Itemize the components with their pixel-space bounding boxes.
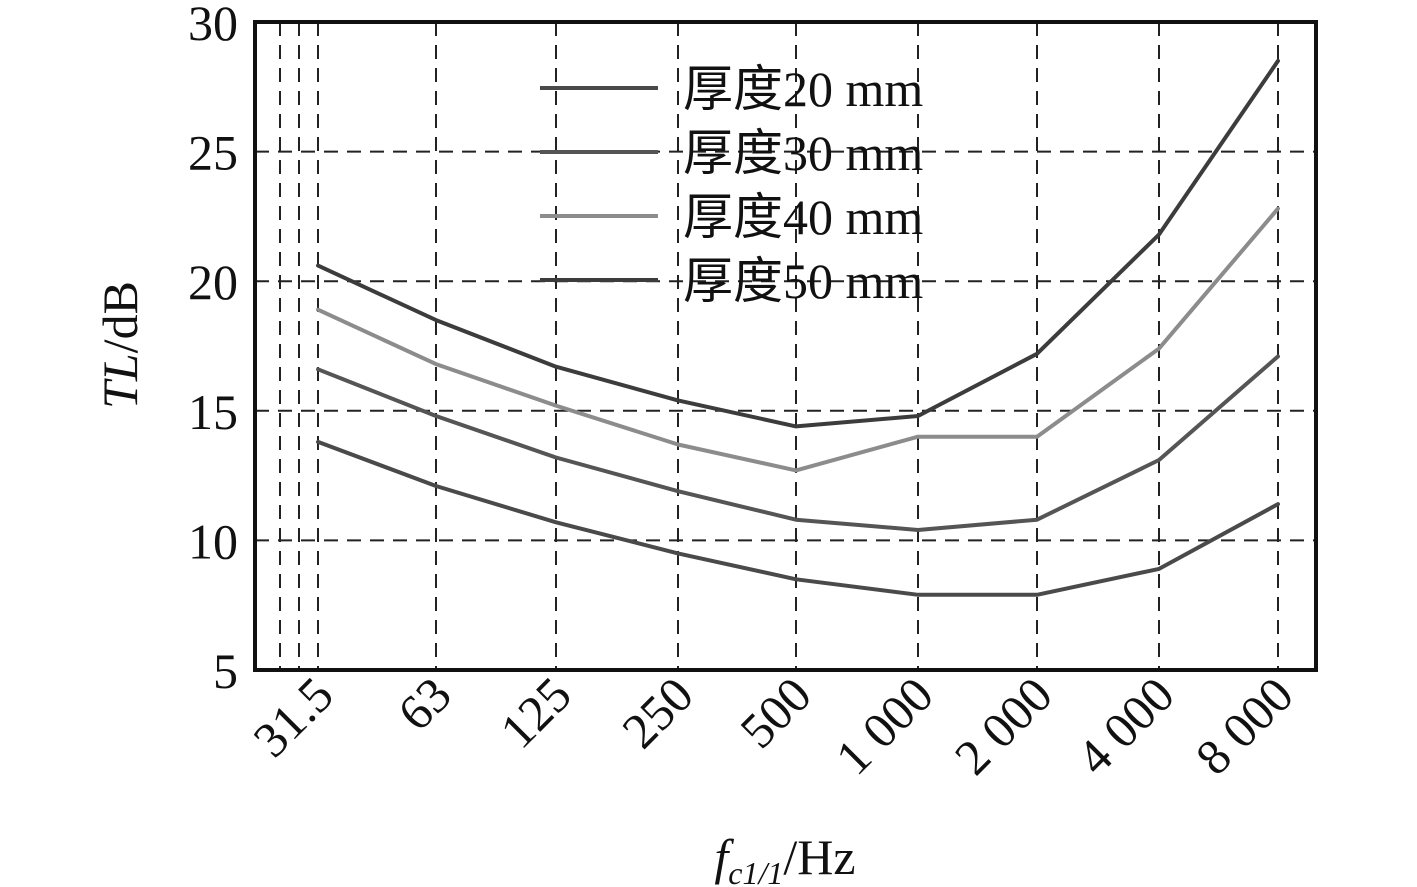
y-tick-label: 10 [188, 513, 238, 569]
series-line-2 [316, 354, 1280, 532]
y-axis-title: TL/dB [92, 281, 148, 409]
series-line-1 [316, 439, 1280, 597]
legend: 厚度20 mm 厚度30 mm 厚度40 mm 厚度50 mm [540, 61, 923, 309]
x-tick-label: 8 000 [1185, 666, 1304, 785]
x-axis-title: fc1/1/Hz [714, 829, 855, 887]
x-tick-label: 63 [387, 666, 462, 741]
legend-label: 厚度50 mm [683, 253, 923, 309]
legend-label: 厚度40 mm [683, 189, 923, 245]
x-axis-title-sub: c1/1 [728, 855, 783, 887]
y-tick-label: 25 [188, 125, 238, 181]
y-tick-label: 5 [213, 643, 238, 699]
y-tick-labels: 5 10 15 20 25 30 [188, 0, 238, 699]
plot-frame [253, 20, 1318, 672]
legend-label: 厚度30 mm [683, 125, 923, 181]
x-tick-label: 1 000 [825, 666, 944, 785]
series-layer [316, 58, 1280, 597]
x-tick-label: 250 [611, 666, 704, 759]
y-tick-label: 30 [188, 0, 238, 51]
y-axis-title-main: TL [92, 353, 148, 409]
x-tick-label: 500 [729, 666, 822, 759]
x-tick-labels: 31.5 63 125 250 500 1 000 2 000 4 000 8 000 [242, 666, 1303, 785]
x-tick-label: 31.5 [242, 666, 343, 767]
y-tick-label: 15 [188, 384, 238, 440]
y-axis-title-unit: /dB [92, 281, 148, 353]
x-tick-label: 2 000 [944, 666, 1063, 785]
grid-layer [255, 22, 1316, 670]
x-tick-label: 4 000 [1066, 666, 1185, 785]
x-tick-label: 125 [489, 666, 582, 759]
x-axis-title-unit: /Hz [783, 829, 855, 885]
series-line-3 [316, 206, 1280, 473]
y-tick-label: 20 [188, 254, 238, 310]
legend-label: 厚度20 mm [683, 61, 923, 117]
series-line-4 [316, 58, 1280, 429]
